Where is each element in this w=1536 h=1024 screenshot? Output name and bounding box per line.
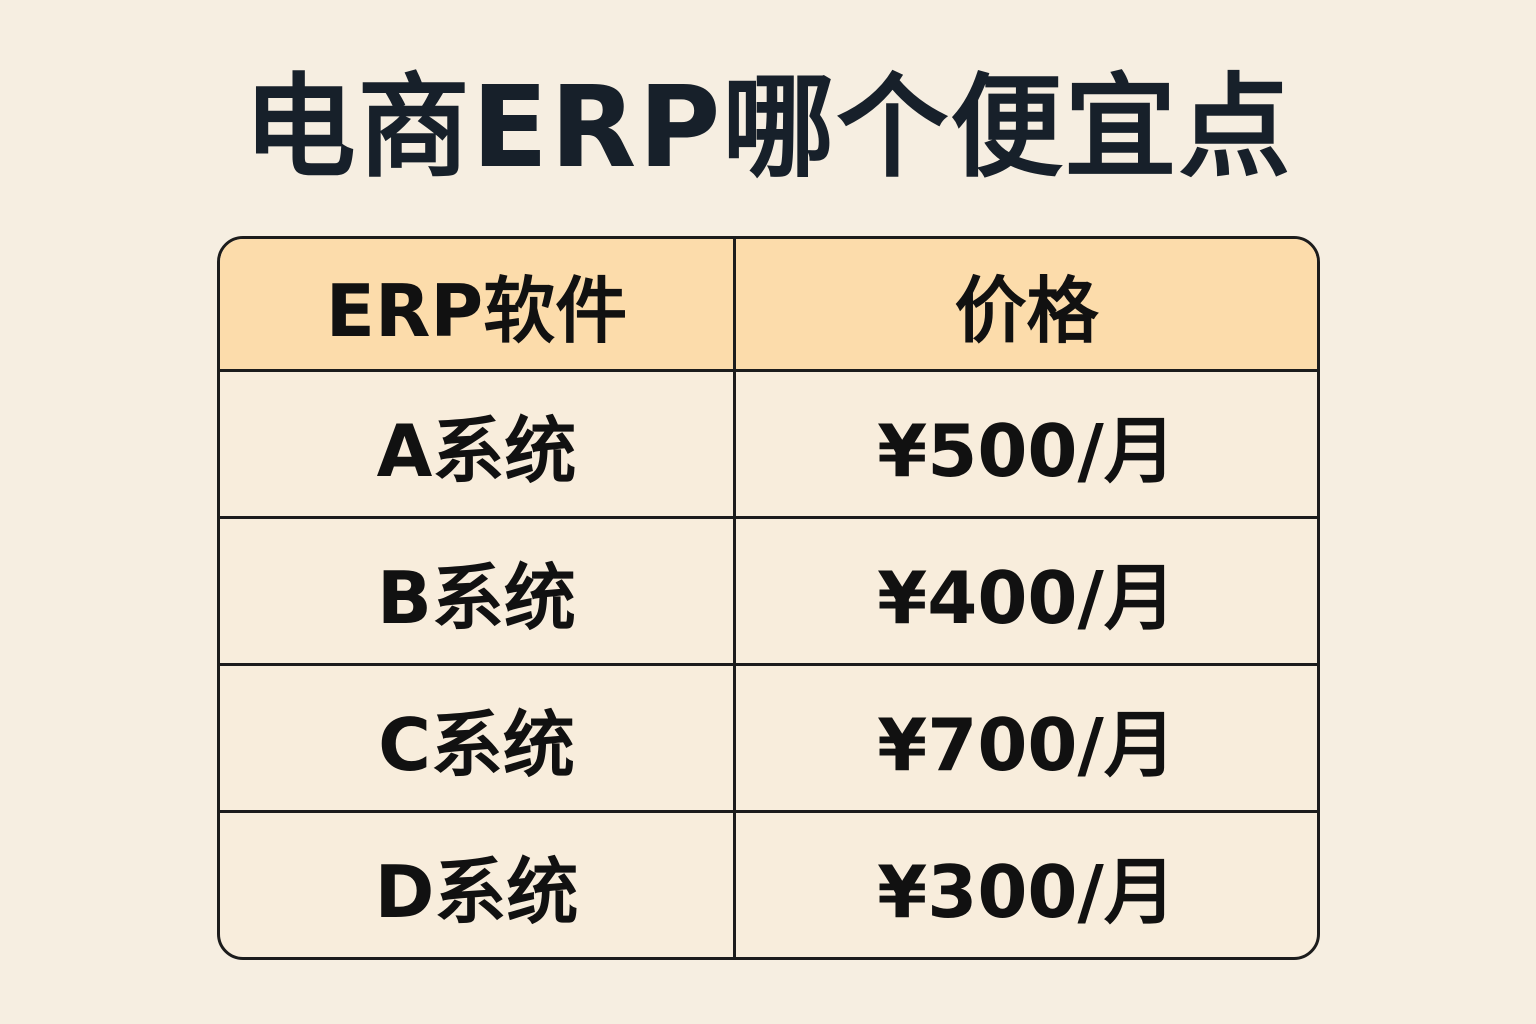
table-row: D系统 ¥300/月: [220, 810, 1317, 957]
table-row: B系统 ¥400/月: [220, 516, 1317, 663]
header-software: ERP软件: [220, 239, 736, 369]
price-cell: ¥300/月: [877, 849, 1176, 934]
software-cell: D系统: [220, 813, 736, 957]
software-cell: B系统: [220, 519, 736, 663]
price-cell: ¥400/月: [877, 555, 1176, 640]
table-row: C系统 ¥700/月: [220, 663, 1317, 810]
price-table: ERP软件 价格 A系统 ¥500/月 B系统 ¥400/月 C系统 ¥700/…: [217, 236, 1320, 960]
price-cell: ¥500/月: [877, 408, 1176, 493]
price-cell: ¥700/月: [877, 702, 1176, 787]
table-row: A系统 ¥500/月: [220, 369, 1317, 516]
page-title: 电商ERP哪个便宜点: [243, 63, 1293, 193]
software-cell: A系统: [220, 372, 736, 516]
table-header-row: ERP软件 价格: [220, 239, 1317, 369]
header-price: 价格: [954, 268, 1099, 353]
software-cell: C系统: [220, 666, 736, 810]
